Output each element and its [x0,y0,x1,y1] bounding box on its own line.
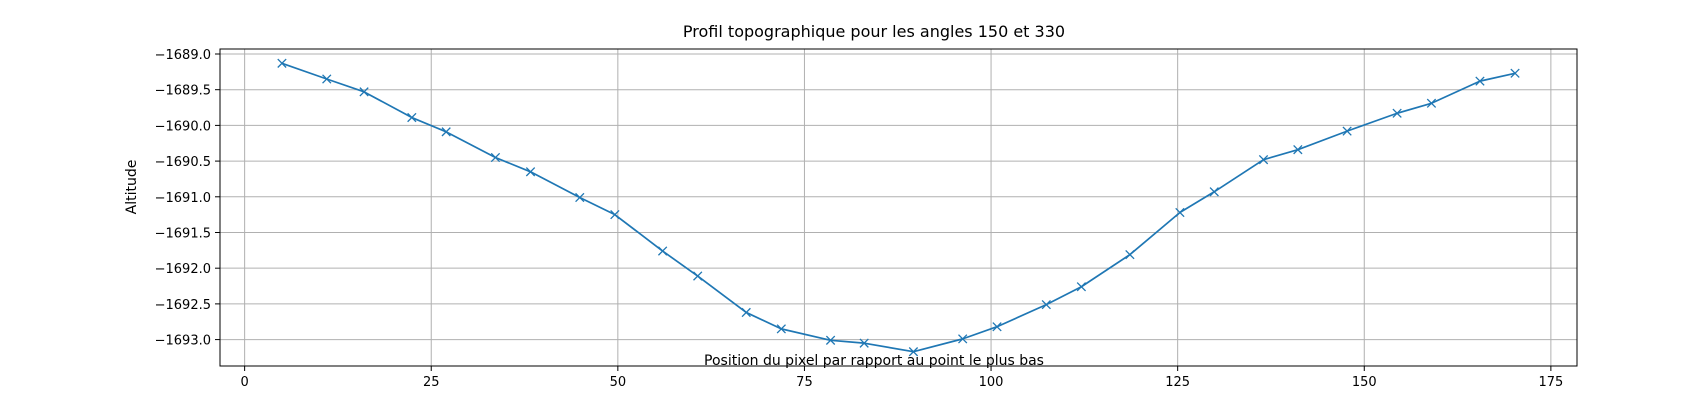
marker-stroke [1076,282,1087,292]
grid-lines [220,49,1577,366]
data-point-marker [958,334,968,344]
y-tick-label: −1689.0 [155,48,211,63]
marker-stroke [776,324,786,334]
marker-stroke [1209,187,1219,197]
data-point-marker [657,246,668,256]
data-point-marker [1076,282,1087,292]
marker-stroke [1510,68,1520,78]
y-tick-label: −1690.5 [155,155,211,170]
data-point-marker [359,87,369,97]
data-point-marker [277,58,287,68]
chart-title: Profil topographique pour les angles 150… [683,22,1065,41]
data-point-marker [992,322,1002,332]
marker-stroke [825,335,836,345]
x-tick-label: 75 [796,375,813,390]
marker-stroke [1258,155,1269,165]
axes [215,48,1578,371]
marker-stroke [1175,207,1185,218]
data-point-marker [610,209,620,220]
data-point-marker [1293,145,1303,155]
marker-stroke [441,127,451,137]
marker-stroke [908,347,919,357]
data-point-marker [825,335,836,345]
y-tick-label: −1693.0 [155,334,211,349]
y-tick-label: −1691.5 [155,226,211,241]
marker-stroke [1125,249,1135,260]
marker-stroke [575,192,585,203]
y-tick-label: −1692.0 [155,262,211,277]
data-point-marker [1125,249,1135,260]
marker-stroke [407,112,417,123]
marker-stroke [277,58,287,68]
data-point-marker [693,271,703,281]
data-point-marker [1475,76,1485,86]
y-tick-label: −1692.5 [155,298,211,313]
marker-stroke [1392,108,1402,118]
x-tick-label: 100 [979,375,1004,390]
data-point-marker [1041,299,1051,310]
y-tick-label: −1690.0 [155,119,211,134]
plot-frame [219,48,1578,367]
data-point-marker [407,112,417,123]
data-point-marker [1342,126,1352,136]
marker-stroke [958,334,968,344]
series-line [281,62,1516,353]
data-point-marker [441,127,451,137]
marker-stroke [525,167,536,177]
marker-stroke [1293,145,1303,155]
data-point-marker [741,307,751,318]
marker-stroke [1475,76,1485,86]
y-axis-label: Altitude [124,160,140,215]
marker-stroke [741,307,751,318]
data-point-marker [490,152,501,163]
marker-stroke [610,209,620,220]
x-tick-label: 50 [610,375,627,390]
data-point-marker [1426,98,1437,108]
data-point-marker [525,167,536,177]
x-tick-label: 125 [1165,375,1190,390]
marker-stroke [322,74,332,84]
marker-stroke [657,246,668,256]
tick-labels: 0 25 50 75 100 125 150 175 −1689.0 −1689.5 −1690.0… [155,48,1564,390]
data-point-marker [908,347,919,357]
x-tick-label: 0 [240,375,248,390]
x-tick-label: 150 [1352,375,1377,390]
data-point-marker [1510,68,1520,78]
marker-stroke [1426,98,1437,108]
marker-stroke [992,322,1002,332]
marker-stroke [1342,126,1352,136]
data-point-marker [322,74,332,84]
data-point-marker [1392,108,1402,118]
x-tick-label: 25 [423,375,440,390]
y-tick-label: −1691.0 [155,191,211,206]
marker-stroke [693,271,703,281]
marker-stroke [490,152,501,163]
data-point-marker [1175,207,1185,218]
y-tick-label: −1689.5 [155,84,211,99]
marker-stroke [859,338,869,348]
data-point-marker [859,338,869,348]
data-series [277,58,1520,357]
x-tick-label: 175 [1538,375,1563,390]
x-axis-label: Position du pixel par rapport au point l… [704,353,1044,369]
data-point-marker [1258,155,1269,165]
marker-stroke [359,87,369,97]
marker-stroke [1041,299,1051,310]
data-point-marker [575,192,585,203]
data-point-marker [776,324,786,334]
data-point-marker [1209,187,1219,197]
